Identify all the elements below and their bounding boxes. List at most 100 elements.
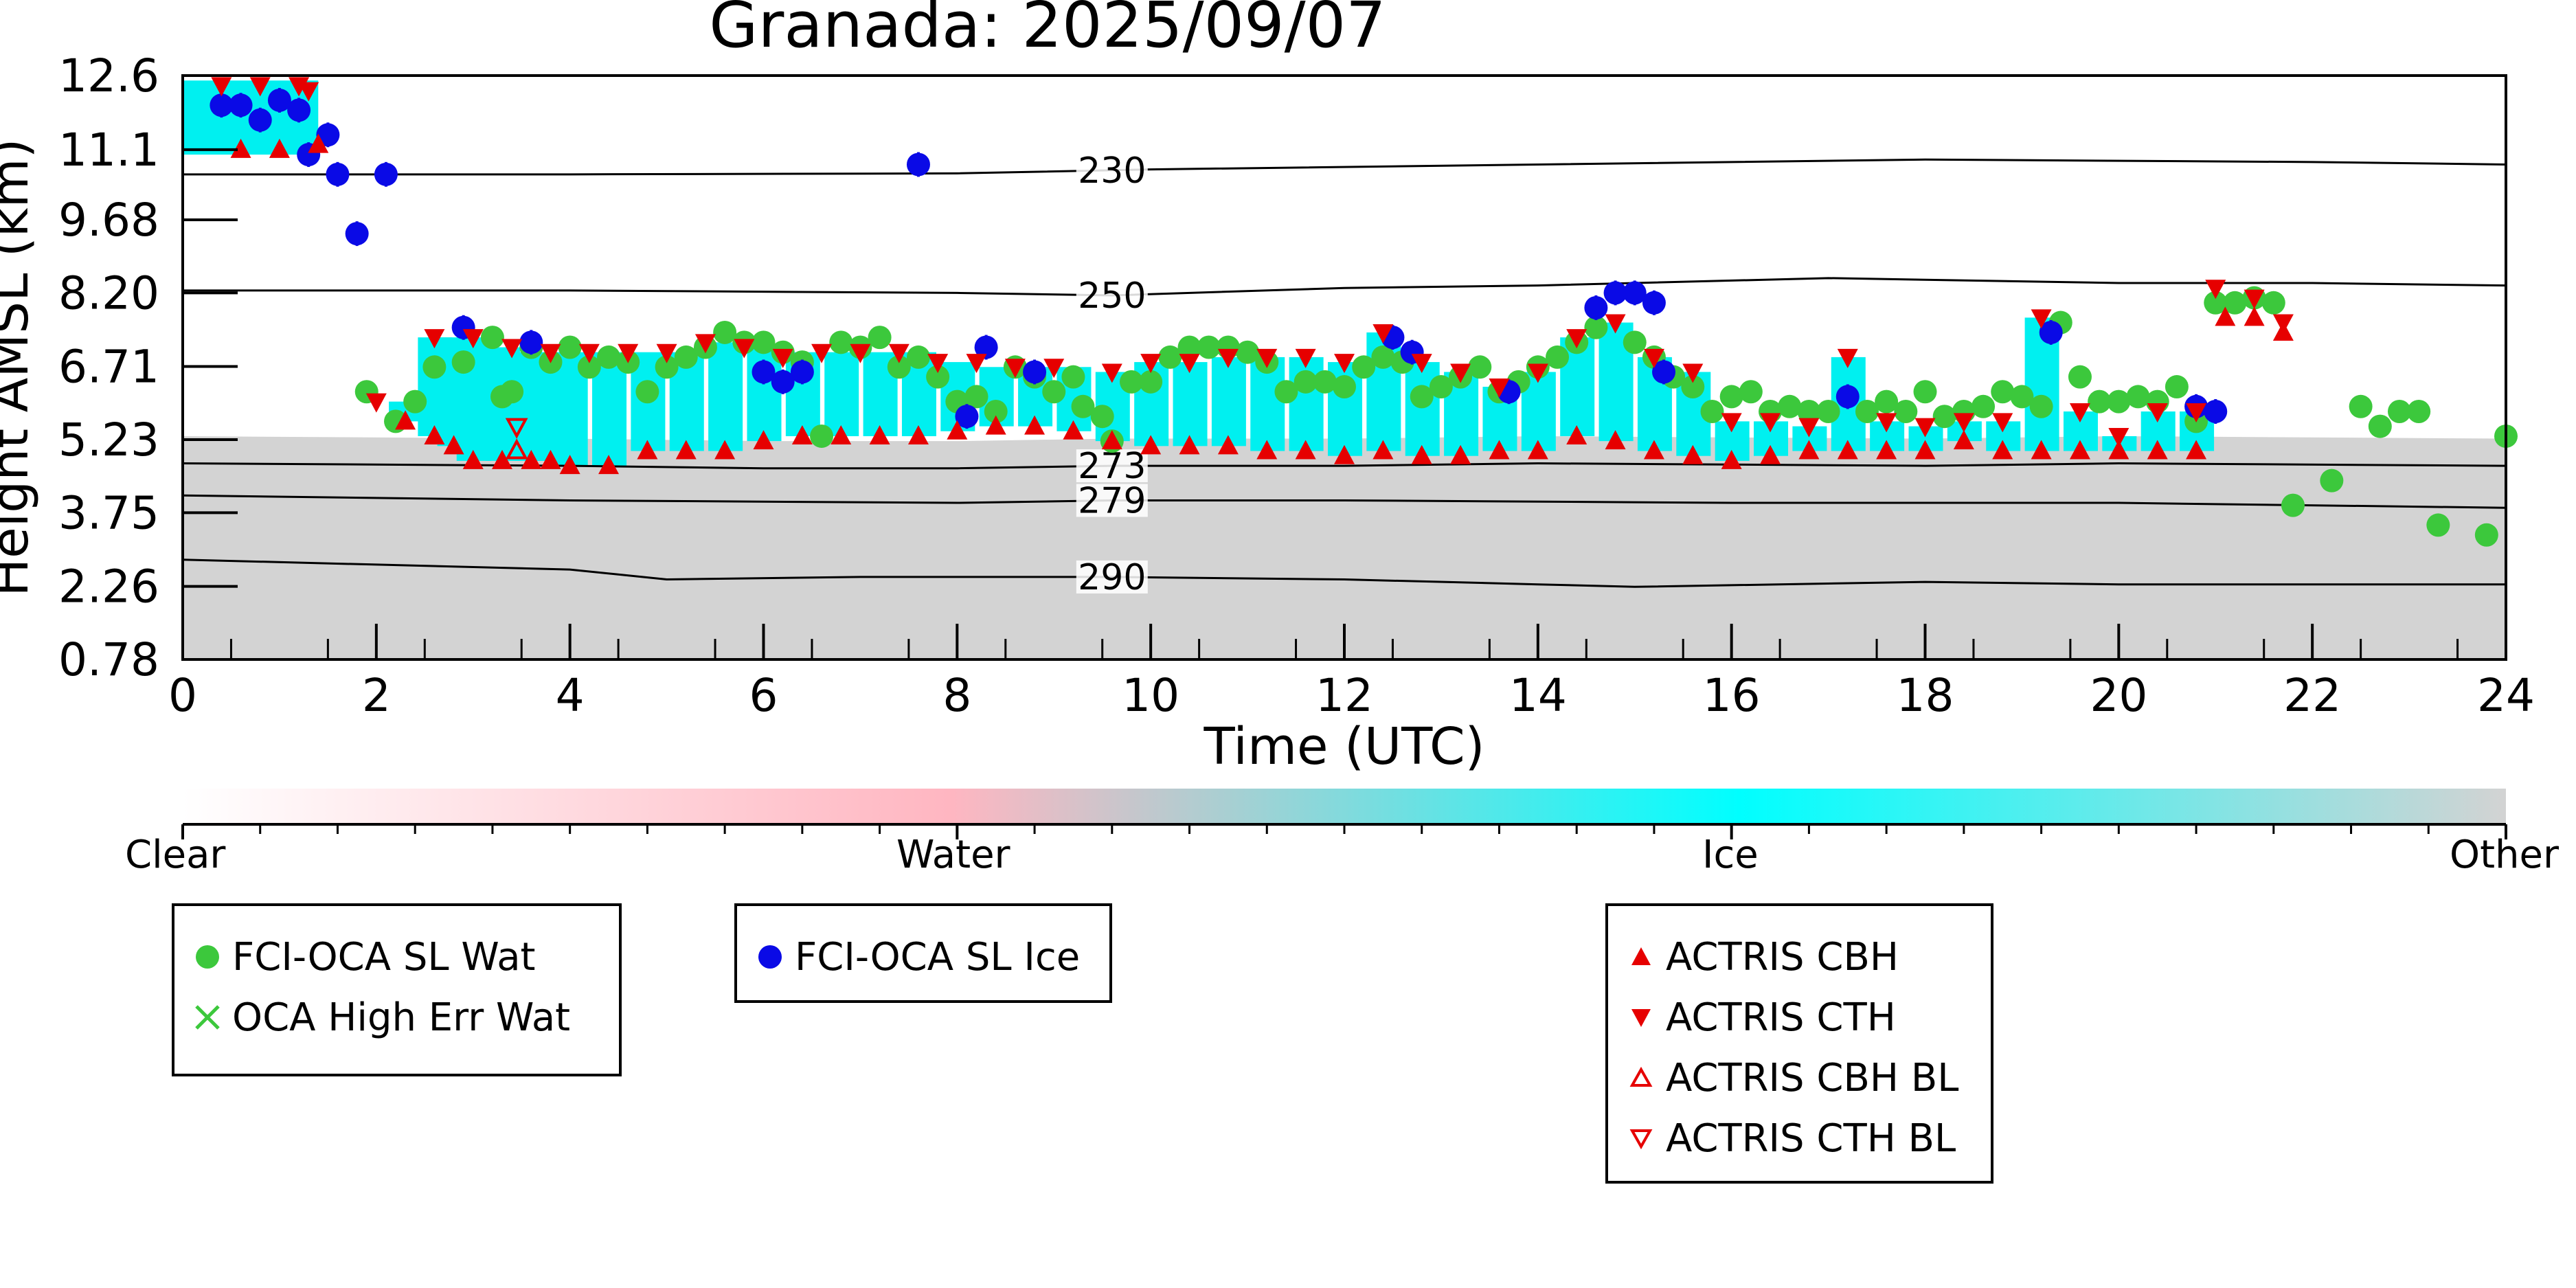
marker-actris-cth [540,343,561,363]
marker-actris-cbh [1334,444,1355,464]
marker-actris-cth [1798,418,1820,438]
ice-mask-cell [708,342,743,451]
isotherm-label-bg [1076,153,1148,187]
marker-fci-oca-sl-wat [2107,389,2131,414]
marker-fci-oca-sl-ice [1652,360,1676,384]
marker-actris-cth [1605,314,1626,334]
marker-fci-oca-sl-wat [1875,389,1899,414]
marker-actris-cbh [395,410,416,430]
marker-actris-cth [289,77,310,97]
marker-fci-oca-sl-wat [1139,370,1163,394]
marker-fci-oca-sl-wat [577,355,601,379]
marker-actris-cbh [1566,425,1588,444]
marker-actris-cbh [1914,440,1936,460]
marker-fci-oca-sl-wat [2320,468,2344,493]
marker-fci-oca-sl-ice [955,405,979,429]
marker-actris-cbh [1760,444,1781,464]
green-circle-icon [196,945,219,969]
marker-fci-oca-sl-wat [1681,375,1705,399]
isotherm-273 [182,462,2507,470]
y-axis: 0.78 2.26 3.75 5.23 6.71 8.20 9.68 11.1 12.6 [58,49,238,686]
marker-actris-cbh [1992,440,2013,460]
marker-fci-oca-sl-wat [1623,330,1647,354]
marker-actris-cbh [1063,420,1084,440]
marker-fci-oca-sl-ice [248,108,272,132]
marker-actris-cth [2108,427,2129,447]
y-tick-label: 3.75 [58,486,159,539]
y-tick-label: 11.1 [58,124,159,177]
marker-actris-cth [1450,363,1471,383]
triangle-up-open-icon [1629,1066,1653,1087]
marker-fci-oca-sl-wat [451,350,475,374]
marker-actris-cbh [308,133,329,153]
marker-fci-oca-sl-wat [1429,375,1453,399]
marker-actris-cth [618,343,639,363]
marker-actris-cth [850,343,871,363]
marker-actris-cbh [2108,440,2129,460]
marker-fci-oca-sl-wat [1932,405,1956,429]
marker-actris-cth [927,354,949,374]
legend-label: ACTRIS CTH BL [1666,1116,1956,1161]
x-tick-label: 20 [2090,669,2147,722]
marker-actris-cth [1217,348,1239,368]
marker-actris-cth [1992,413,2013,433]
ice-mask-cell [1405,362,1440,456]
marker-fci-oca-sl-wat [1971,394,1996,418]
marker-fci-oca-sl-wat [655,355,679,379]
marker-actris-cbh-bl [505,438,528,460]
legend-entry-oca-wat: FCI-OCA SL Wat [174,929,536,984]
legend-entry-cth: ACTRIS CTH [1608,990,1896,1045]
marker-fci-oca-sl-ice [229,93,253,117]
marker-fci-oca-sl-wat [906,345,930,369]
marker-fci-oca-sl-wat [1313,370,1337,394]
marker-fci-oca-sl-wat [1816,400,1840,424]
marker-fci-oca-sl-wat [713,320,737,344]
marker-fci-oca-sl-ice [519,330,543,354]
marker-actris-cbh [1101,430,1122,450]
marker-actris-cth [656,343,677,363]
isotherm-label-bg [1076,560,1148,594]
marker-fci-oca-sl-wat [1894,400,1918,424]
ice-mask-cell [1211,357,1246,447]
marker-fci-oca-sl-wat [2407,400,2431,424]
marker-actris-cbh [1489,440,1510,460]
marker-actris-cbh [637,440,658,460]
legend-label: OCA High Err Wat [232,995,571,1040]
marker-fci-oca-sl-wat [1797,400,1821,424]
x-tick-label: 0 [168,669,197,722]
isotherm-label: 279 [1078,480,1146,521]
legend-water: FCI-OCA SL Wat OCA High Err Wat [172,903,622,1076]
legend-entry-oca-high-err: OCA High Err Wat [174,990,570,1045]
marker-fci-oca-sl-wat [1293,370,1318,394]
marker-fci-oca-sl-ice [974,335,998,359]
marker-actris-cbh [269,138,290,158]
marker-fci-oca-sl-ice [771,370,795,394]
y-tick-label: 6.71 [58,341,159,394]
marker-fci-oca-sl-wat [1061,365,1085,389]
marker-actris-cbh [1295,440,1316,460]
marker-actris-cbh [230,138,251,158]
marker-actris-cth [501,339,523,359]
ice-mask-cell [824,352,859,436]
marker-fci-oca-sl-wat [1119,370,1143,394]
colorbar-label-other: Other [2450,833,2560,877]
marker-actris-cth [1643,348,1664,368]
marker-actris-cth [966,354,987,374]
marker-actris-cth [211,77,232,97]
marker-actris-cbh [791,425,813,444]
marker-fci-oca-sl-ice [374,162,398,186]
marker-fci-oca-sl-wat [1371,345,1395,369]
marker-actris-cth-bl [505,418,528,439]
marker-fci-oca-sl-wat [1546,345,1570,369]
marker-fci-oca-sl-wat [1739,380,1763,404]
marker-actris-cth [1566,329,1588,349]
marker-actris-cth [1682,363,1704,383]
marker-actris-cbh [1953,430,1974,450]
marker-fci-oca-sl-wat [674,345,698,369]
marker-fci-oca-sl-wat [1468,355,1492,379]
colorbar-label-ice: Ice [1702,833,1759,877]
other-mask-region [183,436,2506,659]
marker-actris-cbh [753,430,774,450]
marker-fci-oca-sl-wat [1778,394,1802,418]
data-markers [210,77,2518,547]
